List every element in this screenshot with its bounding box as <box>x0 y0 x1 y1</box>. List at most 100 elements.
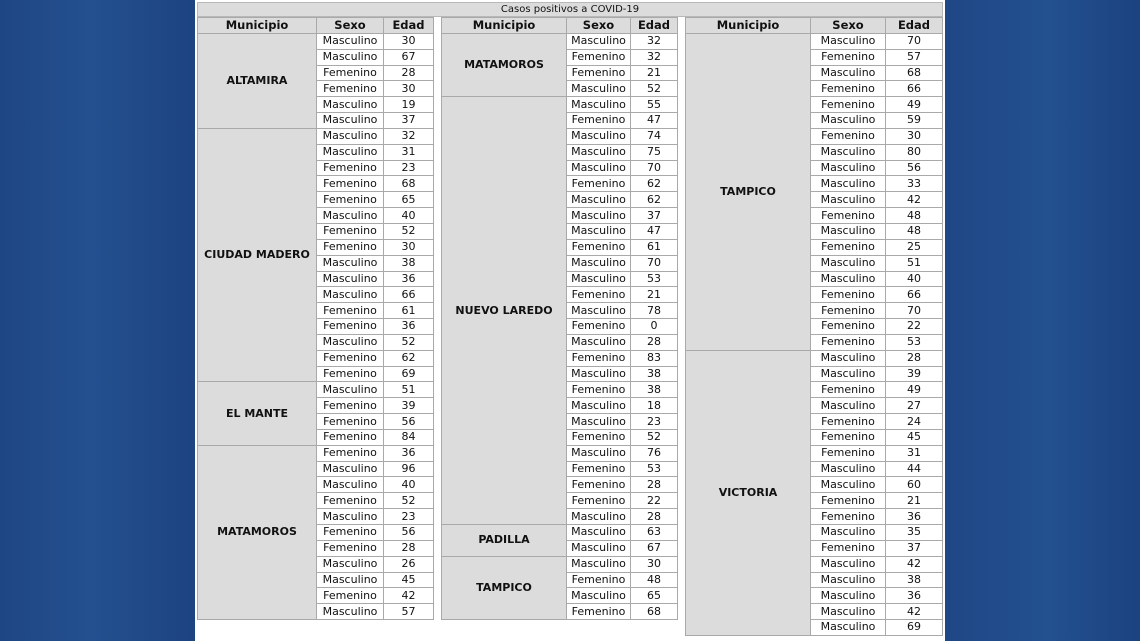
edad-cell: 36 <box>885 587 943 605</box>
table-row: Masculino 52 <box>198 333 434 351</box>
table-row: Masculino 23 <box>442 413 678 430</box>
sexo-cell: Masculino <box>810 587 886 605</box>
sexo-cell: Masculino <box>810 460 886 478</box>
edad-cell: 66 <box>383 286 434 304</box>
edad-cell: 47 <box>630 112 678 129</box>
edad-cell: 27 <box>885 397 943 415</box>
sexo-cell: Femenino <box>810 539 886 557</box>
edad-cell: 45 <box>383 571 434 589</box>
table-row: Masculino 96 <box>198 460 434 478</box>
sexo-cell: Masculino <box>316 143 384 161</box>
table-row: Femenino 28 <box>198 539 434 557</box>
edad-cell: 40 <box>885 270 943 288</box>
edad-cell: 57 <box>885 48 943 66</box>
sexo-cell: Femenino <box>566 476 631 494</box>
edad-cell: 76 <box>630 444 678 462</box>
sexo-cell: Masculino <box>810 397 886 415</box>
table-row: Masculino 44 <box>686 460 943 478</box>
sexo-cell: Masculino <box>566 539 631 557</box>
edad-cell: 52 <box>383 333 434 351</box>
sexo-cell: Femenino <box>566 571 631 589</box>
sexo-cell: Femenino <box>566 460 631 478</box>
edad-cell: 62 <box>630 191 678 209</box>
edad-cell: 22 <box>885 318 943 335</box>
sexo-cell: Masculino <box>810 254 886 272</box>
table-row: Femenino 69 <box>198 365 434 383</box>
table-row: Masculino 75 <box>442 143 678 161</box>
sexo-cell: Femenino <box>566 492 631 510</box>
edad-cell: 31 <box>383 143 434 161</box>
table-row: Femenino 68 <box>442 603 678 621</box>
sexo-cell: Femenino <box>566 64 631 82</box>
column-header-municipio: Municipio <box>685 17 811 34</box>
table-row: Femenino 30 <box>198 238 434 256</box>
table-row: Masculino 62 <box>442 191 678 209</box>
table-row: Masculino 78 <box>442 302 678 320</box>
cases-table-3: Municipio Sexo Edad TAMPICO Masculino 70 Femen… <box>685 17 943 636</box>
edad-cell: 47 <box>630 222 678 240</box>
sexo-cell: Femenino <box>566 48 631 66</box>
sexo-cell: Femenino <box>566 238 631 256</box>
edad-cell: 36 <box>383 318 434 335</box>
sexo-cell: Femenino <box>810 428 886 446</box>
sexo-cell: Masculino <box>566 32 631 50</box>
edad-cell: 56 <box>383 413 434 430</box>
edad-cell: 40 <box>383 207 434 224</box>
edad-cell: 42 <box>885 191 943 209</box>
cases-table-2: Municipio Sexo Edad MATAMOROS Masculino 32 Fem… <box>441 17 678 621</box>
table-row: Masculino 52 <box>442 80 678 98</box>
table-row: Femenino 45 <box>686 428 943 446</box>
edad-cell: 48 <box>885 222 943 240</box>
edad-cell: 68 <box>630 603 678 621</box>
sexo-cell: Masculino <box>316 127 384 145</box>
header-row: Municipio Sexo Edad <box>685 17 943 34</box>
municipio-cell: TAMPICO <box>441 555 567 621</box>
table-row: Masculino 28 <box>442 333 678 351</box>
sexo-cell: Masculino <box>810 191 886 209</box>
table-row: Masculino 27 <box>686 397 943 415</box>
header-row: Municipio Sexo Edad <box>441 17 678 34</box>
edad-cell: 36 <box>383 444 434 462</box>
sexo-cell: Masculino <box>566 397 631 415</box>
sexo-cell: Femenino <box>810 413 886 430</box>
edad-cell: 68 <box>885 64 943 82</box>
edad-cell: 28 <box>630 508 678 525</box>
edad-cell: 32 <box>383 127 434 145</box>
column-header-edad: Edad <box>885 17 943 34</box>
sexo-cell: Masculino <box>566 444 631 462</box>
edad-cell: 49 <box>885 96 943 114</box>
edad-cell: 61 <box>383 302 434 320</box>
sexo-cell: Femenino <box>316 80 384 98</box>
cases-table-1: Municipio Sexo Edad ALTAMIRA Masculino 30 Masc… <box>197 17 434 621</box>
sexo-cell: Masculino <box>316 381 384 399</box>
sexo-cell: Femenino <box>566 318 631 335</box>
table-row: EL MANTE Masculino 51 <box>197 381 434 446</box>
municipio-cell: MATAMOROS <box>197 444 317 621</box>
edad-cell: 52 <box>383 222 434 240</box>
edad-cell: 38 <box>630 381 678 399</box>
sexo-cell: Masculino <box>810 64 886 82</box>
table-row: Masculino 45 <box>198 571 434 589</box>
sexo-cell: Masculino <box>316 603 384 621</box>
table-row: Femenino 68 <box>198 175 434 193</box>
sexo-cell: Femenino <box>316 222 384 240</box>
table-row: Femenino 30 <box>686 127 943 145</box>
table-row: Masculino 26 <box>198 555 434 573</box>
table-row: Femenino 62 <box>442 175 678 193</box>
sexo-cell: Femenino <box>810 333 886 351</box>
sexo-cell: Masculino <box>566 80 631 98</box>
table-row: Femenino 22 <box>686 318 943 335</box>
sexo-cell: Masculino <box>316 254 384 272</box>
sexo-cell: Masculino <box>810 571 886 589</box>
edad-cell: 38 <box>630 365 678 383</box>
table-row: Femenino 36 <box>198 318 434 335</box>
column-header-sexo: Sexo <box>566 17 631 34</box>
municipio-cell: MATAMOROS <box>441 32 567 98</box>
sexo-cell: Masculino <box>810 619 886 636</box>
sexo-cell: Masculino <box>566 587 631 605</box>
table-row: Femenino 83 <box>442 349 678 367</box>
edad-cell: 40 <box>383 476 434 494</box>
table-row: Femenino 70 <box>686 302 943 320</box>
edad-cell: 22 <box>630 492 678 510</box>
sexo-cell: Masculino <box>810 143 886 161</box>
